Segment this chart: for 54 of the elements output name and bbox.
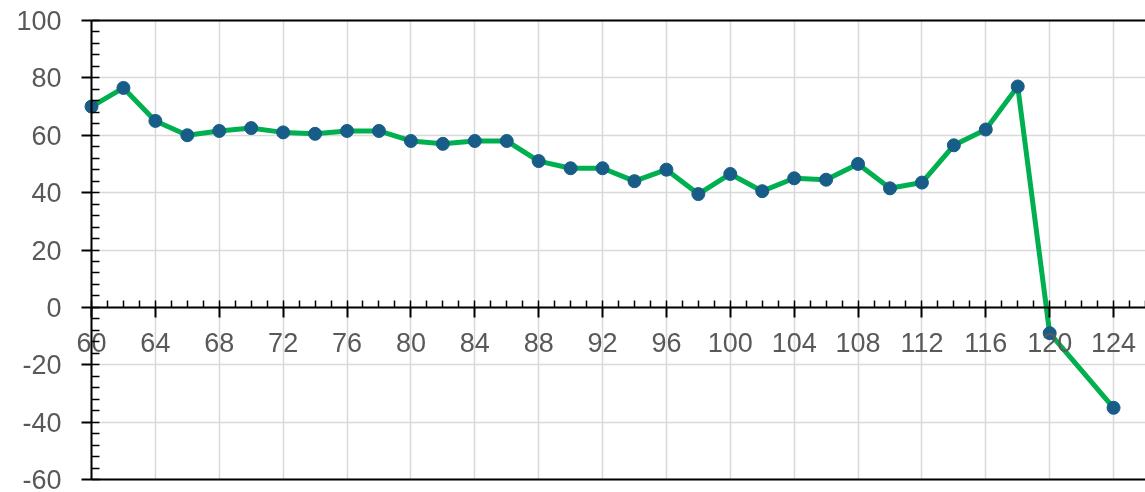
x-tick-label: 88 [523,328,554,359]
point [371,123,386,138]
point [946,138,961,153]
point [627,174,642,189]
x-tick-label: 100 [707,328,753,359]
point [691,187,706,202]
x-tick-label: 92 [587,328,618,359]
x-tick-label: 112 [900,328,944,359]
y-tick-label: -40 [22,407,62,438]
x-tick-label: 116 [964,328,1008,359]
point [148,113,163,128]
point [116,80,131,95]
point [276,125,291,140]
point [212,123,227,138]
y-tick-label: 0 [46,292,62,323]
point [308,126,323,141]
point [499,134,514,148]
point [244,121,259,136]
x-tick-label: 84 [459,328,490,359]
point [978,122,993,137]
point [467,134,482,148]
x-tick-label: 72 [268,328,299,359]
y-tick-label: 20 [31,235,62,266]
point [403,134,418,148]
point [723,166,738,181]
point [882,181,897,196]
y-tick-label: 40 [31,178,62,209]
x-tick-label: 124 [1091,328,1137,359]
x-tick-label: 76 [332,328,363,359]
point [659,162,674,177]
point [1106,400,1121,415]
x-tick-label: 68 [204,328,235,359]
point [180,128,195,143]
point [340,123,355,138]
point [595,161,610,176]
point [1010,79,1025,94]
point [819,172,834,187]
x-tick-label: 64 [140,328,171,359]
point [851,156,866,171]
point [531,154,546,169]
point [435,136,450,151]
point [563,161,578,176]
x-tick-label: 104 [771,328,817,359]
y-tick-label: -20 [22,350,62,381]
x-tick-label: 96 [651,328,682,359]
point [755,184,770,199]
x-tick-label: 108 [835,328,881,359]
point [914,175,929,190]
point [787,171,802,186]
y-tick-label: 60 [31,120,62,151]
x-tick-label: 80 [395,328,426,359]
y-tick-label: 100 [16,6,62,36]
y-tick-label: 80 [31,63,62,94]
y-tick-label: -60 [22,465,62,492]
